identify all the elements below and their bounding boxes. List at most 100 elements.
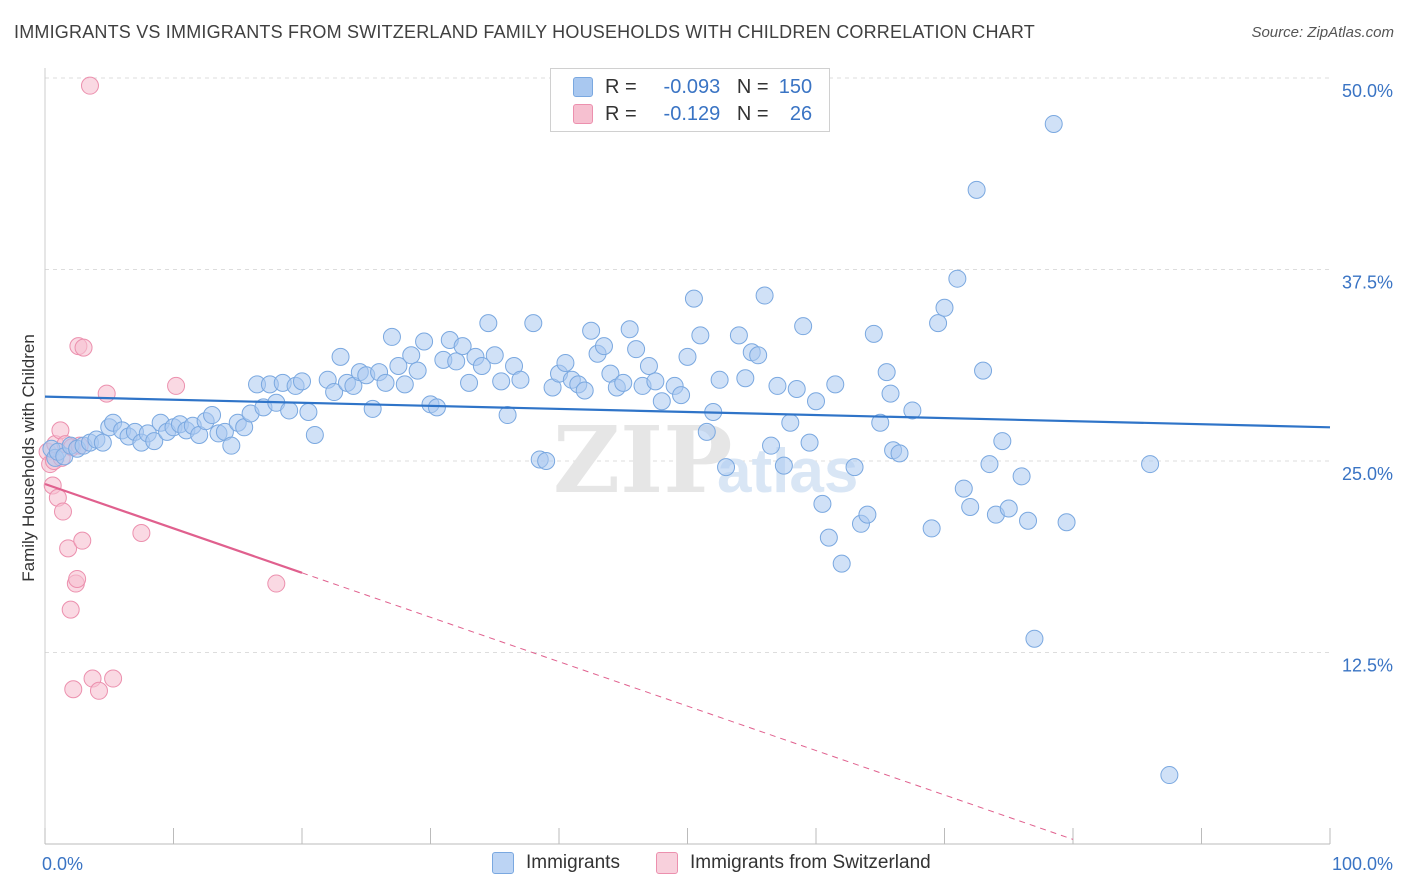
immigrants-point	[929, 314, 948, 333]
legend-n-value-immigrants: 150	[778, 75, 813, 98]
immigrants-point	[980, 455, 999, 474]
watermark-zip: ZIP	[553, 406, 732, 514]
immigrants-point	[813, 494, 832, 513]
y-tick-label: 50.0%	[1342, 81, 1393, 101]
switzerland-point	[167, 376, 186, 395]
switzerland-point	[89, 681, 108, 700]
immigrants-point	[819, 528, 838, 547]
bottom-legend-label-switzerland: Immigrants from Switzerland	[690, 852, 931, 873]
series-switzerland-points	[38, 76, 286, 700]
tick-labels: 12.5% 25.0% 37.5% 50.0% 0.0% 100.0% Family Hou…	[19, 81, 1393, 874]
immigrants-point	[684, 289, 703, 308]
immigrants-point	[575, 381, 594, 400]
immigrants-point	[787, 379, 806, 398]
immigrants-point	[203, 406, 222, 425]
immigrants-point	[652, 392, 671, 411]
immigrants-point	[1057, 513, 1076, 532]
immigrants-point	[1025, 629, 1044, 648]
switzerland-point	[68, 569, 87, 588]
immigrants-point	[93, 433, 112, 452]
switzerland-point	[53, 502, 72, 521]
immigrants-point	[556, 353, 575, 372]
immigrants-point	[479, 314, 498, 333]
switzerland-point	[74, 338, 93, 357]
immigrants-point	[363, 399, 382, 418]
immigrants-point	[537, 452, 556, 470]
bottom-legend: Immigrants Immigrants from Switzerland	[0, 852, 1406, 878]
immigrants-point	[736, 369, 755, 388]
immigrants-point	[447, 352, 466, 371]
immigrants-point	[807, 392, 825, 411]
immigrants-point	[614, 373, 633, 392]
immigrants-point	[961, 497, 980, 516]
immigrants-point	[794, 317, 813, 336]
immigrants-point	[389, 357, 408, 376]
switzerland-point	[104, 669, 123, 688]
switzerland-point	[267, 574, 286, 593]
immigrants-point	[1160, 766, 1179, 785]
immigrants-point	[382, 327, 401, 346]
x-tick-label-max: 100.0%	[1332, 854, 1393, 874]
switzerland-point	[80, 76, 99, 95]
y-tick-label: 25.0%	[1342, 464, 1393, 484]
immigrants-point	[993, 432, 1012, 451]
legend-row-immigrants: R = -0.093 N = 150	[573, 74, 812, 100]
legend-n-label: N =	[736, 75, 769, 98]
immigrants-point	[415, 332, 434, 351]
trend-lines	[44, 395, 1331, 840]
immigrants-trend-line	[44, 395, 1331, 429]
watermark: ZIPatlas	[553, 406, 858, 514]
switzerland-point	[59, 539, 78, 558]
immigrants-point	[325, 383, 344, 402]
switzerland-point	[61, 600, 80, 619]
immigrants-point	[453, 337, 472, 356]
immigrants-point	[755, 286, 774, 305]
immigrants-point	[280, 401, 299, 420]
immigrants-point	[1044, 114, 1063, 133]
immigrants-point	[890, 444, 909, 463]
immigrants-point	[749, 346, 768, 365]
immigrants-point	[492, 372, 511, 391]
immigrants-point	[710, 370, 729, 389]
immigrants-point	[903, 401, 922, 420]
immigrants-point	[376, 373, 395, 392]
immigrants-point	[954, 479, 973, 498]
immigrants-point	[974, 361, 993, 380]
immigrants-point	[646, 372, 665, 391]
immigrants-point	[402, 346, 421, 365]
immigrants-point	[299, 402, 318, 421]
immigrants-point	[881, 384, 900, 403]
immigrants-point	[729, 326, 748, 345]
switzerland-point	[73, 531, 92, 550]
immigrants-point	[1012, 467, 1031, 486]
x-tick-label-min: 0.0%	[42, 854, 83, 874]
immigrants-point	[1141, 455, 1160, 474]
immigrants-point	[832, 554, 851, 573]
immigrants-point	[620, 320, 639, 339]
immigrants-point	[472, 357, 491, 376]
immigrants-point	[948, 269, 967, 288]
immigrants-point	[582, 321, 601, 340]
y-axis-title: Family Households with Children	[19, 334, 38, 582]
legend-r-value-switzerland: -0.129	[663, 102, 721, 125]
immigrants-point	[293, 372, 311, 391]
immigrants-point	[871, 413, 890, 432]
bottom-legend-immigrants: Immigrants	[492, 852, 620, 874]
immigrants-point	[305, 425, 324, 444]
immigrants-point	[524, 314, 543, 333]
immigrants-point	[511, 370, 530, 389]
immigrants-point	[1019, 511, 1038, 530]
legend-n-value-switzerland: 26	[789, 102, 813, 125]
series-immigrants-points	[42, 114, 1179, 785]
legend-r-label: R =	[605, 102, 637, 125]
immigrants-point	[858, 505, 877, 524]
legend-n-label: N =	[736, 102, 769, 125]
switzerland-point	[132, 524, 151, 543]
bottom-legend-label-immigrants: Immigrants	[526, 852, 620, 873]
switzerland-point	[64, 680, 83, 699]
immigrants-point	[864, 324, 883, 343]
immigrants-point	[935, 298, 954, 317]
legend-swatch-switzerland	[573, 104, 593, 124]
immigrants-point	[845, 458, 864, 477]
